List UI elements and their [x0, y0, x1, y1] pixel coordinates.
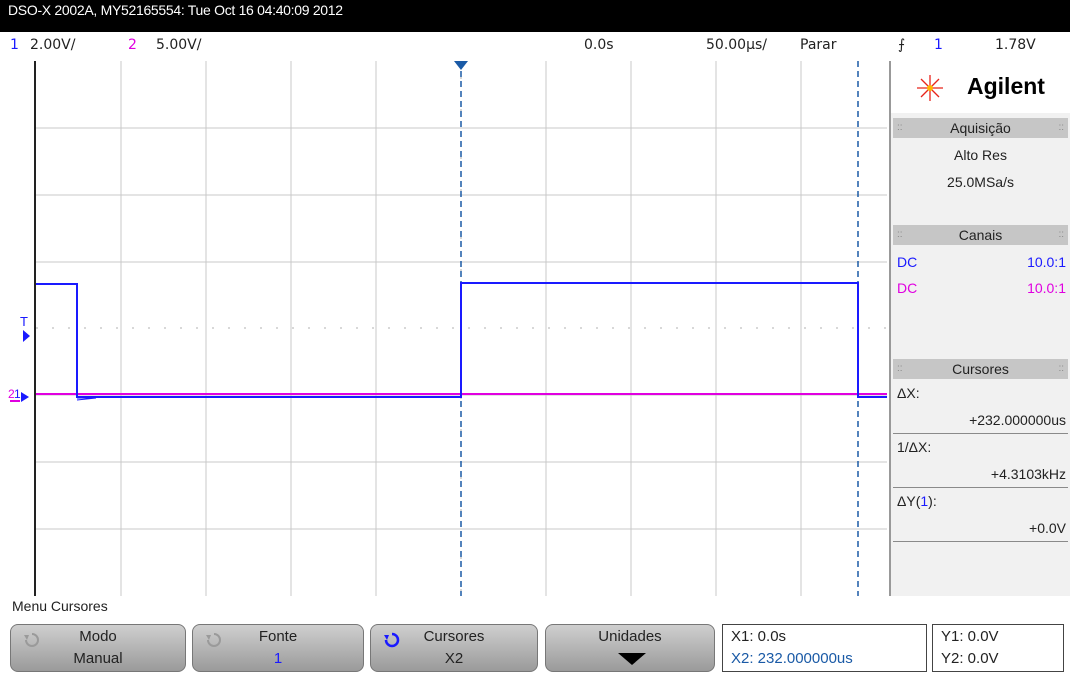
y2-readout: Y2: 0.0V — [941, 650, 999, 667]
ch2-coupling: DC — [897, 280, 918, 296]
ch2-number[interactable]: 2 — [128, 37, 137, 53]
grip-icon: :: — [897, 229, 903, 240]
delta-y-label: ΔY(1): — [897, 493, 937, 509]
rotate-active-icon — [384, 632, 400, 648]
delta-y-value: +0.0V — [1029, 520, 1066, 536]
ch1-trace — [36, 282, 887, 398]
softkey-units-label: Unidades — [598, 628, 662, 645]
y-cursor-readout[interactable]: Y1: 0.0V Y2: 0.0V — [932, 624, 1064, 672]
grip-icon: :: — [897, 363, 903, 374]
ch1-ground-marker[interactable]: 1 — [14, 387, 21, 401]
x2-readout: X2: 232.000000us — [731, 650, 853, 667]
softkey-mode-label: Modo — [79, 628, 117, 645]
trigger-position-marker[interactable] — [454, 61, 468, 70]
waveform-display[interactable] — [34, 61, 887, 596]
ch1-coupling: DC — [897, 254, 918, 270]
cursors-header[interactable]: :: Cursores :: — [893, 359, 1068, 379]
grip-icon: :: — [897, 122, 903, 133]
info-panel: Agilent :: Aquisição :: Alto Res 25.0MSa… — [889, 61, 1070, 596]
x-cursor-readout[interactable]: X1: 0.0s X2: 232.000000us — [722, 624, 927, 672]
run-state[interactable]: Parar — [800, 37, 837, 53]
delta-y-prefix: ΔY( — [897, 493, 921, 509]
acquisition-mode: Alto Res — [954, 147, 1007, 163]
softkey-mode[interactable]: Modo Manual — [10, 624, 186, 672]
trigger-edge-icon: ⨍ — [898, 37, 906, 53]
submenu-arrow-icon — [618, 653, 646, 665]
y1-readout: Y1: 0.0V — [941, 628, 999, 645]
acquisition-header-label: Aquisição — [950, 120, 1011, 136]
grip-icon: :: — [1058, 229, 1064, 240]
trigger-channel[interactable]: 1 — [934, 37, 943, 53]
divider — [893, 433, 1068, 434]
grip-icon: :: — [1058, 122, 1064, 133]
inverse-delta-x-value: +4.3103kHz — [990, 466, 1066, 482]
title-bar: DSO-X 2002A, MY52165554: Tue Oct 16 04:4… — [0, 0, 1070, 32]
divider — [893, 487, 1068, 488]
ch1-noise — [76, 397, 97, 401]
waveform-svg — [36, 61, 887, 596]
trigger-level-marker[interactable]: T — [20, 314, 28, 329]
softkey-mode-value: Manual — [73, 650, 123, 667]
trigger-level[interactable]: 1.78V — [995, 37, 1036, 53]
delta-x-label: ΔX: — [897, 385, 920, 401]
divider — [893, 541, 1068, 542]
grip-icon: :: — [1058, 363, 1064, 374]
softkey-source-value: 1 — [273, 650, 283, 667]
time-position[interactable]: 0.0s — [584, 37, 614, 53]
ch1-probe: 10.0:1 — [1027, 254, 1066, 270]
delta-y-suffix: ): — [928, 493, 937, 509]
inverse-delta-x-label: 1/ΔX: — [897, 439, 932, 455]
softkey-cursors-label: Cursores — [423, 628, 485, 645]
rotate-icon — [24, 633, 39, 647]
ch1-number[interactable]: 1 — [10, 37, 19, 53]
rotate-icon — [206, 633, 221, 647]
ground-arrow-icon — [21, 392, 29, 402]
ch1-scale[interactable]: 2.00V/ — [30, 37, 76, 53]
ch2-scale[interactable]: 5.00V/ — [156, 37, 202, 53]
acquisition-header[interactable]: :: Aquisição :: — [893, 118, 1068, 138]
softkey-source[interactable]: Fonte 1 — [192, 624, 364, 672]
agilent-logo-icon — [917, 75, 943, 101]
timebase[interactable]: 50.00µs/ — [706, 37, 767, 53]
softkey-cursors-value: X2 — [444, 650, 464, 667]
cursors-header-label: Cursores — [952, 361, 1009, 377]
softkey-units[interactable]: Unidades — [545, 624, 715, 672]
delta-x-value: +232.000000us — [969, 412, 1066, 428]
menu-title: Menu Cursores — [12, 598, 108, 614]
channels-header-label: Canais — [958, 227, 1003, 243]
ch2-probe: 10.0:1 — [1027, 280, 1066, 296]
ch2-ground-marker[interactable]: 2 — [8, 387, 15, 401]
sample-rate: 25.0MSa/s — [947, 174, 1014, 190]
brand-name: Agilent — [967, 73, 1045, 99]
softkey-source-label: Fonte — [258, 628, 298, 645]
delta-y-channel: 1 — [920, 493, 929, 509]
status-bar: 1 2.00V/ 2 5.00V/ 0.0s 50.00µs/ Parar ⨍ … — [0, 33, 1070, 57]
ground-symbol-icon — [10, 400, 20, 402]
x1-readout: X1: 0.0s — [731, 628, 787, 645]
channels-header[interactable]: :: Canais :: — [893, 225, 1068, 245]
softkey-cursors[interactable]: Cursores X2 — [370, 624, 538, 672]
trigger-arrow-icon — [23, 330, 30, 342]
brand-area: Agilent — [891, 61, 1070, 113]
window-title: DSO-X 2002A, MY52165554: Tue Oct 16 04:4… — [8, 2, 343, 18]
